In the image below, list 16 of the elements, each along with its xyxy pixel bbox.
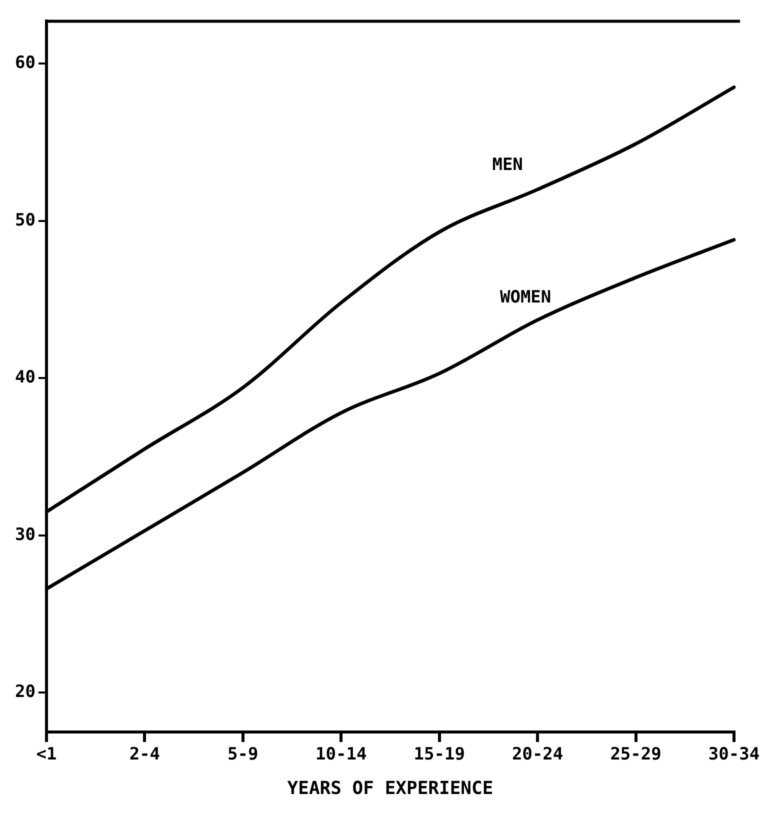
x-tick-label: <1 (36, 744, 57, 765)
y-tick-label: 20 (14, 682, 36, 702)
x-tick-label: 2-4 (129, 744, 160, 765)
y-tick-label: 50 (14, 210, 36, 230)
x-tick-label: 30-34 (708, 744, 760, 765)
x-tick-label: 20-24 (512, 744, 564, 765)
x-tick-label: 10-14 (316, 744, 367, 765)
y-tick-label: 40 (14, 368, 36, 388)
series-label: MEN (492, 154, 523, 175)
x-tick-label: 15-19 (414, 744, 465, 765)
series-label: WOMEN (500, 287, 552, 308)
x-tick-label: 25-29 (610, 744, 662, 765)
x-tick-label: 5-9 (228, 744, 258, 765)
y-tick-label: 30 (14, 524, 36, 545)
x-axis-title: YEARS OF EXPERIENCE (287, 778, 494, 799)
y-tick-label: 60 (14, 53, 36, 74)
